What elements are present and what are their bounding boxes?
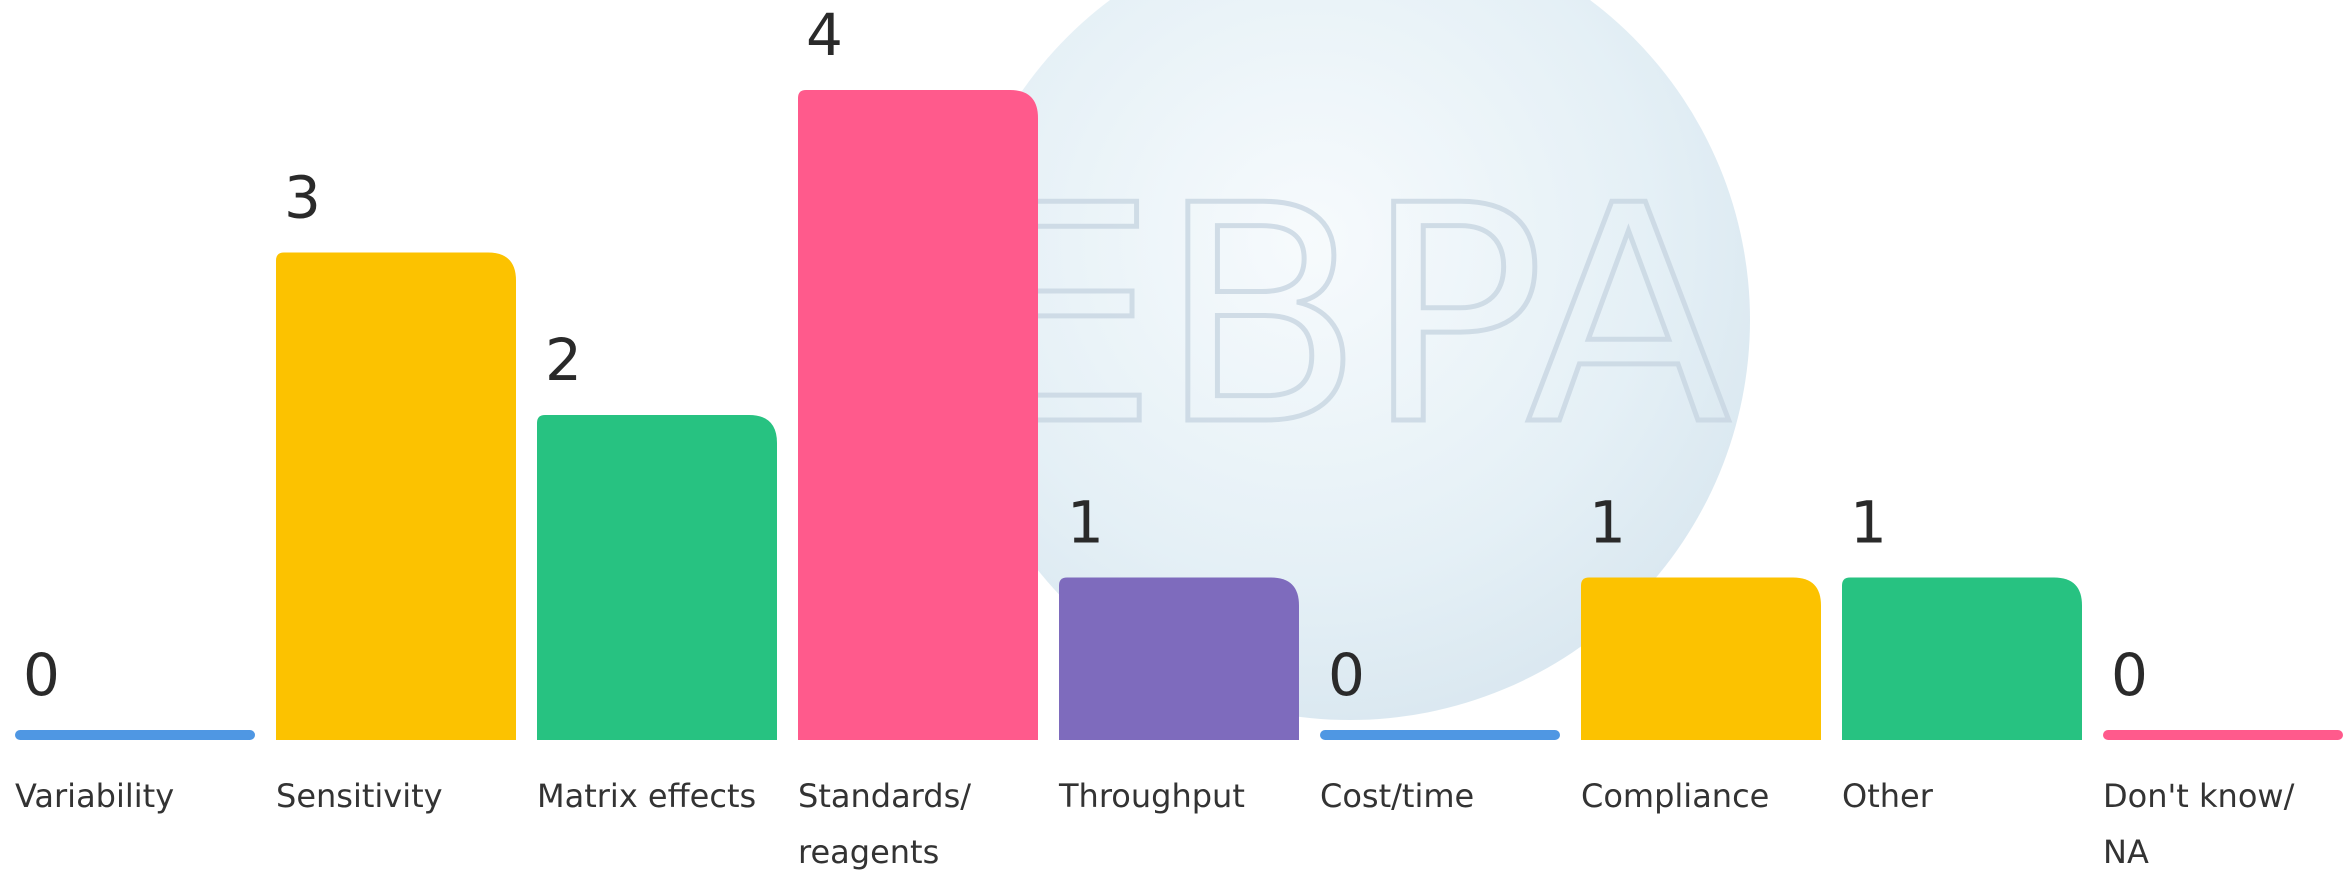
value-label: 0 <box>23 641 60 709</box>
value-label: 1 <box>1067 489 1104 557</box>
bar <box>1059 577 1299 740</box>
x-tick-label: Variability <box>15 777 175 815</box>
bar <box>537 415 777 740</box>
bar <box>276 252 516 740</box>
x-tick-label: Compliance <box>1581 777 1770 815</box>
bar <box>1581 577 1821 740</box>
x-tick-label: Other <box>1842 777 1933 815</box>
x-tick-label: Throughput <box>1059 777 1245 815</box>
value-label: 3 <box>284 164 321 232</box>
value-label: 4 <box>806 1 843 69</box>
x-tick-label: Don't know/ NA <box>2103 777 2295 871</box>
value-label: 0 <box>1328 641 1365 709</box>
plot: 0 3 2 4 1 0 1 1 0 <box>15 1 2343 740</box>
bar <box>1842 577 2082 740</box>
watermark-text: EBPA <box>969 142 1732 491</box>
x-tick-label: Cost/time <box>1320 777 1475 815</box>
bar <box>798 90 1038 740</box>
value-label: 2 <box>545 326 582 394</box>
x-tick-label: Standards/ reagents <box>798 777 972 871</box>
x-tick-label: Sensitivity <box>276 777 443 815</box>
value-label: 1 <box>1850 489 1887 557</box>
value-label: 1 <box>1589 489 1626 557</box>
watermark-globe <box>950 0 1750 720</box>
x-tick-label: Matrix effects <box>537 777 757 815</box>
watermark: EBPA <box>966 140 1734 494</box>
value-label: 0 <box>2111 641 2148 709</box>
